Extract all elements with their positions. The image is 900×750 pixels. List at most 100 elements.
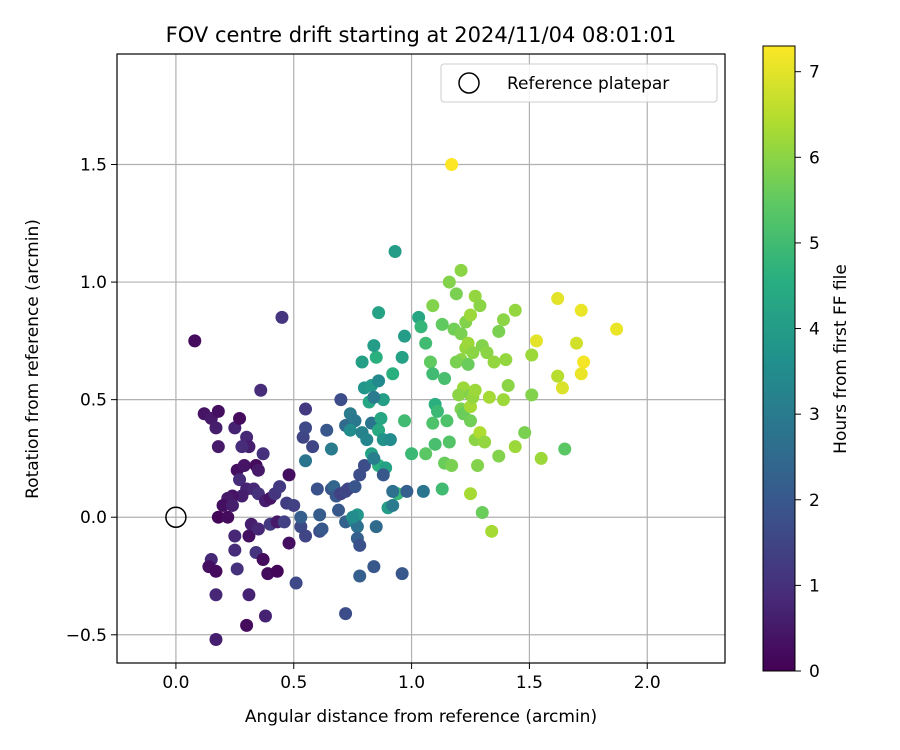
data-point: [398, 414, 412, 428]
data-point: [496, 313, 510, 327]
data-point: [478, 435, 492, 449]
data-point: [419, 447, 433, 461]
data-point: [475, 506, 489, 520]
data-point: [492, 449, 506, 463]
legend-box: [440, 63, 718, 103]
colorbar-tick-label: 7: [809, 63, 820, 83]
x-tick-label: 1.5: [516, 673, 543, 693]
colorbar-tick-label: 6: [809, 148, 820, 168]
data-point: [254, 383, 268, 397]
data-point: [275, 310, 289, 324]
data-point: [251, 522, 265, 536]
data-point: [372, 306, 386, 320]
data-point: [508, 440, 522, 454]
data-point: [574, 367, 588, 381]
data-point: [423, 355, 437, 369]
colorbar-tick-label: 2: [809, 491, 820, 511]
colorbar: 0 1 2 3 4 5 6 7 Hours from first FF file: [762, 45, 851, 682]
data-point: [306, 440, 320, 454]
data-point: [398, 329, 412, 343]
data-point: [426, 367, 440, 381]
data-point: [445, 158, 459, 172]
data-point: [558, 442, 572, 456]
data-point: [372, 374, 386, 388]
data-point: [518, 426, 532, 440]
data-point: [353, 569, 367, 583]
data-point: [188, 334, 202, 348]
colorbar-tick-label: 3: [809, 405, 820, 425]
data-points: [165, 158, 624, 646]
data-point: [416, 484, 430, 498]
data-point: [442, 435, 456, 449]
data-point: [211, 404, 225, 418]
data-point: [376, 468, 390, 482]
data-point: [353, 468, 367, 482]
x-tick-label: 2.0: [634, 673, 661, 693]
data-point: [419, 336, 433, 350]
colorbar-gradient: [762, 45, 796, 672]
data-point: [209, 421, 223, 435]
data-point: [294, 510, 308, 524]
data-point: [386, 367, 400, 381]
data-point: [310, 482, 324, 496]
data-point: [353, 538, 367, 552]
data-point: [299, 421, 313, 435]
data-point: [525, 348, 539, 362]
y-tick-label: 0.0: [80, 508, 107, 528]
data-point: [508, 303, 522, 317]
data-point: [480, 346, 494, 360]
x-tick-label: 1.0: [398, 673, 425, 693]
x-axis-ticks: 0.0 0.5 1.0 1.5 2.0: [162, 663, 661, 693]
y-axis-label: Rotation from reference (arcmin): [23, 219, 43, 499]
data-point: [324, 442, 338, 456]
data-point: [277, 515, 291, 529]
data-point: [256, 553, 270, 567]
data-point: [367, 390, 381, 404]
data-point: [386, 484, 400, 498]
data-point: [334, 393, 348, 407]
legend-marker-icon: [458, 72, 480, 94]
data-point: [315, 522, 329, 536]
data-point: [258, 609, 272, 623]
data-point: [242, 529, 256, 543]
x-axis-label: Angular distance from reference (arcmin): [245, 707, 597, 727]
data-point: [395, 350, 409, 364]
data-point: [499, 353, 513, 367]
data-point: [426, 416, 440, 430]
data-point: [228, 529, 242, 543]
data-point: [209, 564, 223, 578]
colorbar-label: Hours from first FF file: [831, 264, 851, 454]
data-point: [525, 388, 539, 402]
data-point: [482, 390, 496, 404]
data-point: [610, 322, 624, 336]
data-point: [289, 576, 303, 590]
data-point: [466, 346, 480, 360]
data-point: [233, 411, 247, 425]
data-point: [534, 451, 548, 465]
data-point: [240, 618, 254, 632]
data-point: [496, 393, 510, 407]
data-point: [435, 317, 449, 331]
data-point: [461, 357, 475, 371]
plot-frame: [116, 53, 726, 664]
data-point: [485, 524, 499, 538]
data-point: [471, 458, 485, 472]
colorbar-ticks: 0 1 2 3 4 5 6 7: [795, 63, 820, 682]
data-point: [313, 508, 327, 522]
data-point: [367, 560, 381, 574]
data-point: [369, 520, 383, 534]
data-point: [438, 371, 452, 385]
data-point: [348, 480, 362, 494]
data-point: [383, 433, 397, 447]
data-point: [256, 447, 270, 461]
data-point: [221, 510, 235, 524]
data-point: [428, 437, 442, 451]
data-point: [237, 458, 251, 472]
data-point: [270, 564, 284, 578]
y-tick-label: 1.0: [80, 273, 107, 293]
data-point: [454, 263, 468, 277]
data-point: [395, 567, 409, 581]
legend-label: Reference platepar: [507, 74, 669, 94]
data-point: [414, 320, 428, 334]
